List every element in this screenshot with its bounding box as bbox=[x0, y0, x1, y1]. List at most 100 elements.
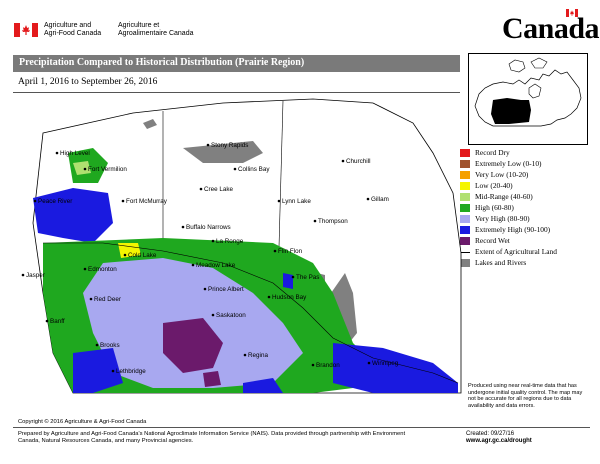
place-marker bbox=[83, 167, 87, 171]
place-label: Thompson bbox=[318, 218, 348, 225]
date-range: April 1, 2016 to September 26, 2016 bbox=[18, 77, 158, 87]
inset-locator-map bbox=[468, 53, 588, 145]
place-marker bbox=[83, 267, 87, 271]
place-marker bbox=[111, 369, 115, 373]
place-label: Winnipeg bbox=[372, 360, 399, 367]
title-bar: Precipitation Compared to Historical Dis… bbox=[13, 55, 460, 72]
legend-item: Extremely High (90-100) bbox=[460, 224, 550, 235]
canada-flag-icon bbox=[14, 23, 38, 37]
place-label: Edmonton bbox=[88, 266, 117, 273]
legend-swatch bbox=[460, 226, 470, 235]
place-marker bbox=[341, 159, 345, 163]
place-label: Regina bbox=[248, 352, 268, 359]
legend-item: Very High (80-90) bbox=[460, 213, 530, 224]
place-marker bbox=[211, 239, 215, 243]
legend-label: Very Low (10-20) bbox=[475, 170, 529, 179]
legend-swatch bbox=[460, 160, 470, 169]
legend-swatch bbox=[460, 193, 470, 202]
zone-mid-north bbox=[73, 161, 91, 175]
divider bbox=[13, 92, 460, 93]
prairie-precipitation-map: Stony Rapids Churchill High Level Fort Verm… bbox=[21, 98, 462, 394]
place-label: Fort McMurray bbox=[126, 198, 168, 205]
legend-item: Extent of Agricultural Land bbox=[460, 246, 557, 257]
disclaimer: Produced using near real-time data that … bbox=[468, 383, 583, 409]
extent-agricultural-land-line bbox=[43, 242, 459, 384]
place-label: Peace River bbox=[38, 198, 72, 205]
legend-swatch bbox=[460, 171, 470, 180]
legend-item: Low (20-40) bbox=[460, 180, 513, 191]
created-date: Created: 09/27/16 bbox=[466, 431, 515, 437]
place-label: Churchill bbox=[346, 158, 371, 165]
place-label: High Level bbox=[60, 150, 90, 157]
canada-wordmark: Canada bbox=[502, 12, 600, 45]
source-url[interactable]: www.agr.gc.ca/drought bbox=[466, 438, 532, 444]
legend-label: Low (20-40) bbox=[475, 181, 513, 190]
place-marker bbox=[243, 353, 247, 357]
place-label: Jasper bbox=[26, 272, 45, 279]
map-title: Precipitation Compared to Historical Dis… bbox=[19, 57, 305, 68]
place-label: Meadow Lake bbox=[196, 262, 236, 269]
place-label: Brandon bbox=[316, 362, 340, 369]
zone-extremely-high-southwest bbox=[73, 348, 123, 393]
agency-name-fr: Agriculture et Agroalimentaire Canada bbox=[118, 22, 194, 37]
copyright: Copyright © 2016 Agriculture & Agri-Food… bbox=[18, 419, 147, 425]
place-marker bbox=[123, 253, 127, 257]
legend-swatch bbox=[460, 149, 470, 158]
place-label: Lynn Lake bbox=[282, 198, 311, 205]
place-marker bbox=[191, 263, 195, 267]
place-label: Stony Rapids bbox=[211, 142, 248, 149]
place-marker bbox=[121, 199, 125, 203]
place-label: Fort Vermilion bbox=[88, 166, 127, 173]
lake-claire bbox=[143, 119, 157, 129]
legend-item: Extremely Low (0-10) bbox=[460, 158, 542, 169]
place-marker bbox=[206, 143, 210, 147]
place-label: Saskatoon bbox=[216, 312, 246, 319]
lake-athabasca bbox=[183, 141, 263, 163]
legend-swatch bbox=[460, 237, 470, 246]
place-marker bbox=[95, 343, 99, 347]
place-marker bbox=[21, 273, 25, 277]
place-label: Flin Flon bbox=[278, 248, 303, 255]
place-label: Buffalo Narrows bbox=[186, 224, 231, 231]
zone-low-coldlake bbox=[118, 243, 141, 258]
created-info: Created: 09/27/16 www.agr.gc.ca/drought bbox=[466, 431, 532, 445]
place-label: Lethbridge bbox=[116, 368, 146, 375]
legend-label: Record Dry bbox=[475, 148, 510, 157]
legend-item: Record Dry bbox=[460, 147, 510, 158]
legend-swatch bbox=[460, 215, 470, 224]
legend-swatch bbox=[460, 259, 470, 268]
place-label: Banff bbox=[50, 318, 65, 325]
legend-item: Very Low (10-20) bbox=[460, 169, 528, 180]
legend-swatch bbox=[460, 204, 470, 213]
legend-label: Extent of Agricultural Land bbox=[475, 247, 557, 256]
zone-record-wet bbox=[163, 318, 223, 373]
legend-swatch bbox=[460, 182, 470, 191]
agency-name-en: Agriculture and Agri-Food Canada bbox=[44, 22, 102, 37]
place-marker bbox=[199, 187, 203, 191]
legend-label: Very High (80-90) bbox=[475, 214, 530, 223]
place-marker bbox=[233, 167, 237, 171]
divider bbox=[13, 427, 590, 428]
legend: Record Dry Extremely Low (0-10) Very Low (… bbox=[456, 143, 590, 413]
legend-label: High (60-80) bbox=[475, 203, 514, 212]
place-marker bbox=[277, 199, 281, 203]
legend-item: Record Wet bbox=[460, 235, 510, 246]
place-marker bbox=[181, 225, 185, 229]
place-label: Gillam bbox=[371, 196, 389, 203]
place-marker bbox=[203, 287, 207, 291]
legend-item: Lakes and Rivers bbox=[460, 257, 526, 268]
place-label: The Pas bbox=[296, 274, 319, 281]
credits: Prepared by Agriculture and Agri-Food Ca… bbox=[18, 431, 406, 444]
place-marker bbox=[211, 313, 215, 317]
place-marker bbox=[311, 363, 315, 367]
legend-label: Extremely High (90-100) bbox=[475, 225, 551, 234]
place-marker bbox=[89, 297, 93, 301]
zone-record-wet-south bbox=[203, 371, 221, 387]
place-labels: Stony Rapids Churchill High Level Fort Verm… bbox=[21, 142, 399, 375]
place-marker bbox=[273, 249, 277, 253]
legend-label: Record Wet bbox=[475, 236, 510, 245]
place-marker bbox=[33, 199, 37, 203]
place-marker bbox=[367, 361, 371, 365]
place-label: Red Deer bbox=[94, 296, 121, 303]
agency-signature: Agriculture and Agri-Food Canada Agricul… bbox=[14, 22, 214, 48]
